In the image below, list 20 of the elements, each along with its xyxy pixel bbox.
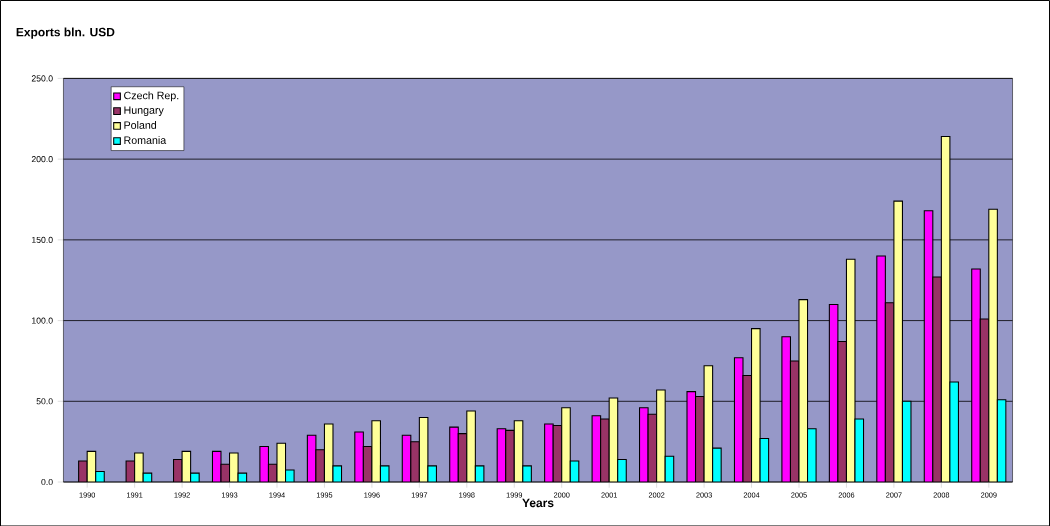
y-tick-label: 200.0 <box>31 155 53 162</box>
y-tick-label: 50.0 <box>36 398 53 405</box>
y-tick-label: 150.0 <box>32 236 53 243</box>
bar <box>561 406 571 482</box>
x-axis-title: Years <box>522 498 554 507</box>
bar <box>988 208 998 482</box>
legend-label: Czech Rep. <box>124 91 179 102</box>
bar <box>466 410 476 482</box>
bar <box>600 418 610 482</box>
y-tick-label: 100.0 <box>32 317 53 324</box>
legend-label: Poland <box>124 120 157 129</box>
bar <box>505 429 515 482</box>
legend-label: Romania <box>124 135 167 144</box>
legend-label: Hungary <box>124 106 164 116</box>
chart-title: Exports bln. USD <box>16 27 115 39</box>
bar <box>656 389 666 482</box>
bar <box>410 440 420 482</box>
bar <box>932 276 942 482</box>
y-tick-label: 0.0 <box>41 478 53 485</box>
y-tick-label: 250.0 <box>31 75 53 82</box>
